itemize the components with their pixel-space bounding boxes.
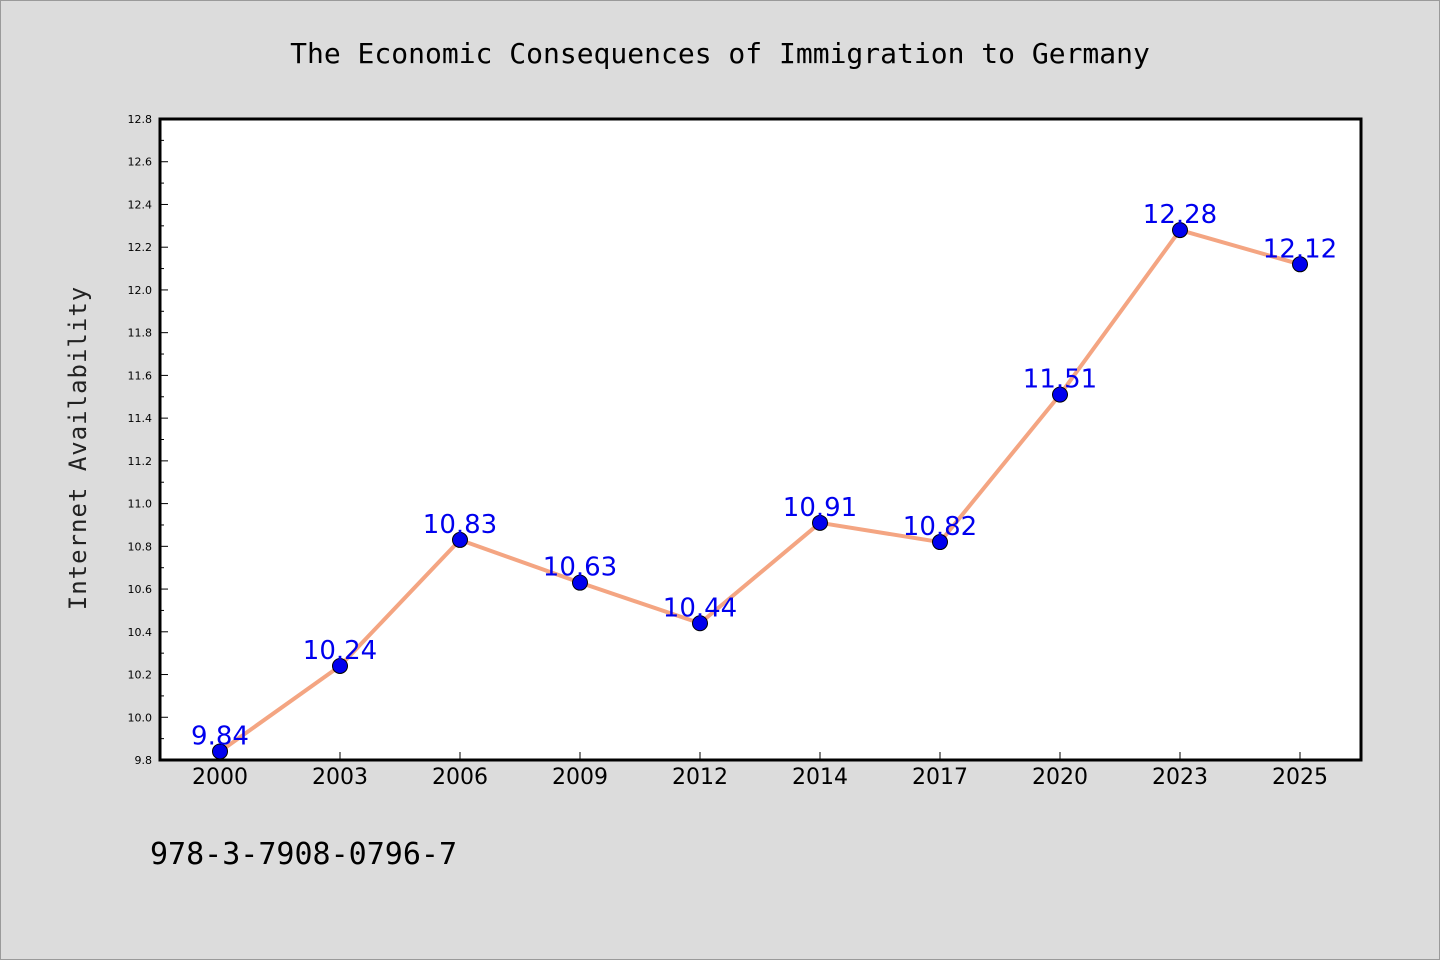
data-point (572, 574, 588, 591)
x-tick-label: 2009 (552, 765, 608, 790)
y-tick-label: 10.4 (128, 626, 153, 639)
y-tick-label: 11.6 (128, 369, 153, 382)
x-tick-label: 2006 (432, 765, 488, 790)
x-tick-label: 2003 (312, 765, 368, 790)
data-label: 10.82 (903, 512, 977, 542)
data-label: 12.12 (1263, 234, 1337, 264)
y-tick-label: 11.0 (128, 498, 153, 511)
y-tick-label: 12.2 (128, 241, 153, 254)
data-point (212, 743, 228, 760)
chart-title: The Economic Consequences of Immigration… (290, 37, 1150, 70)
data-point (1292, 256, 1308, 273)
x-tick-label: 2020 (1032, 765, 1088, 790)
y-tick-label: 10.0 (128, 711, 153, 724)
isbn-text: 978-3-7908-0796-7 (150, 837, 457, 872)
data-point (332, 657, 348, 674)
data-label: 10.63 (543, 553, 617, 583)
data-label: 10.44 (663, 593, 737, 623)
y-tick-label: 12.6 (128, 156, 153, 169)
y-tick-label: 10.2 (128, 669, 153, 682)
data-point (932, 534, 948, 551)
x-tick-label: 2000 (192, 765, 248, 790)
x-tick-label: 2012 (672, 765, 728, 790)
data-label: 10.83 (423, 510, 497, 540)
x-tick-label: 2017 (912, 765, 968, 790)
x-axis: 2000 2003 2006 2009 2012 2014 2017 2020 2023 2025 (192, 752, 1328, 790)
y-tick-label: 11.8 (128, 327, 153, 340)
y-tick-label: 12.8 (128, 113, 153, 126)
series-line (218, 228, 1302, 754)
data-labels-layer: 9.84 10.24 10.83 10.63 10.44 10.91 10.82 11.51 1… (191, 200, 1337, 751)
data-point (812, 514, 828, 531)
x-tick-label: 2025 (1272, 765, 1328, 790)
y-tick-label: 9.8 (135, 754, 153, 767)
data-label: 11.51 (1023, 365, 1097, 395)
x-tick-label: 2023 (1152, 765, 1208, 790)
data-point (1172, 222, 1188, 239)
plot-area (158, 117, 1363, 762)
y-tick-label: 11.2 (128, 455, 153, 468)
data-label: 12.28 (1143, 200, 1217, 230)
y-tick-label: 12.0 (128, 284, 153, 297)
y-axis-label: Internet Availability (64, 286, 92, 610)
data-label: 10.24 (303, 636, 377, 666)
data-label: 9.84 (191, 721, 249, 751)
x-tick-label: 2014 (792, 765, 848, 790)
data-point (692, 615, 708, 632)
series-layer (212, 222, 1308, 760)
y-tick-label: 11.4 (128, 412, 153, 425)
data-point (452, 531, 468, 548)
y-tick-label: 12.4 (128, 198, 153, 211)
data-label: 10.91 (783, 493, 857, 523)
data-point (1052, 386, 1068, 403)
y-tick-label: 10.8 (128, 540, 153, 553)
y-tick-label: 10.6 (128, 583, 153, 596)
y-axis: 9.8 10.0 10.2 10.4 10.6 10.8 11.0 11.2 11.4 11.6 1… (128, 113, 168, 767)
